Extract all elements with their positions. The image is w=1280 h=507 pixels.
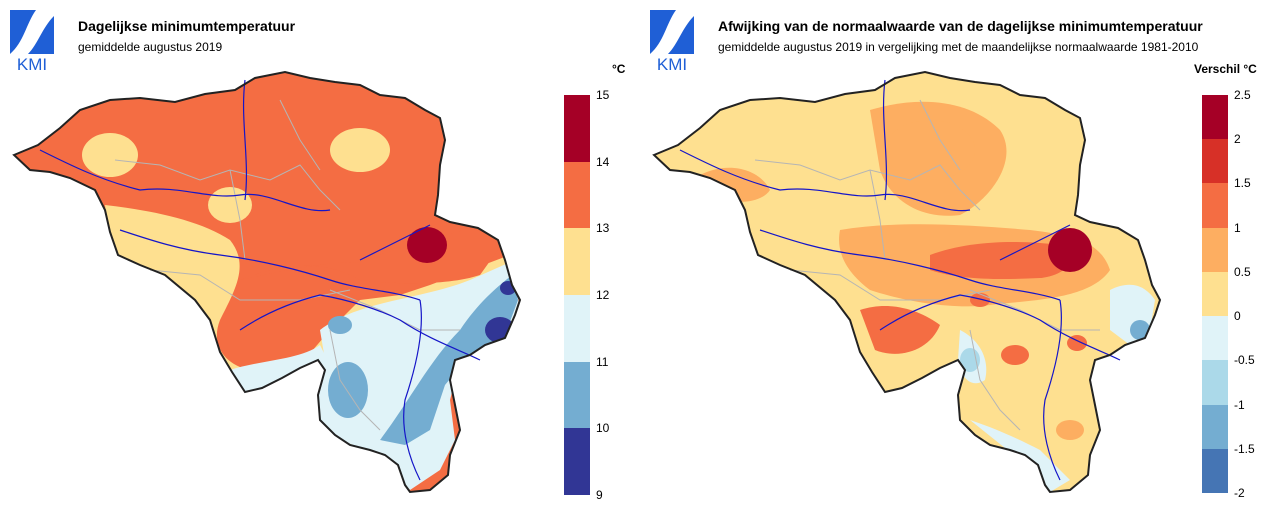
legend-swatch bbox=[564, 295, 590, 363]
map-subtitle: gemiddelde augustus 2019 in vergelijking… bbox=[718, 40, 1199, 54]
kmi-logo-text: KMI bbox=[657, 55, 687, 74]
legend-tick-label: 13 bbox=[596, 221, 610, 236]
map-region-14-15 bbox=[407, 227, 447, 263]
legend-swatch bbox=[1202, 139, 1228, 184]
legend-tick-label: 2 bbox=[1234, 132, 1241, 147]
unit-label: Verschil °C bbox=[1194, 62, 1257, 76]
map-title: Dagelijkse minimumtemperatuur bbox=[78, 18, 296, 34]
map-region-1-1.5 bbox=[860, 305, 940, 354]
legend-tick-label: -2 bbox=[1234, 486, 1245, 500]
map-region-0.5-1 bbox=[885, 120, 975, 180]
legend-swatch bbox=[1202, 227, 1228, 273]
belgium-border bbox=[12, 70, 522, 494]
legend-tick-label: 9 bbox=[596, 488, 603, 502]
legend-tick-label: 14 bbox=[596, 154, 610, 169]
legend-tick-label: -1.5 bbox=[1234, 441, 1255, 456]
legend-swatch bbox=[564, 161, 590, 229]
map-region-1-1.5 bbox=[930, 242, 1071, 280]
kmi-logo: KMI bbox=[650, 10, 694, 74]
rivers bbox=[39, 79, 481, 481]
legend-tick-label: 12 bbox=[596, 288, 610, 302]
map-region-cold bbox=[1130, 320, 1150, 340]
legend-swatch bbox=[1202, 271, 1228, 317]
legend-tick-label: 15 bbox=[596, 88, 610, 102]
map-region-1-1.5 bbox=[1067, 335, 1087, 351]
map-region-12-13 bbox=[330, 128, 390, 172]
legend-swatch bbox=[1202, 95, 1228, 140]
legend-swatch bbox=[1202, 316, 1228, 361]
map-region-0.5-1 bbox=[1056, 420, 1084, 440]
map-region-1-1.5 bbox=[970, 293, 990, 307]
legend-tick-label: 1 bbox=[1234, 220, 1241, 235]
panel-minimum-temperature: KMI Dagelijkse minimumtemperatuur gemidd… bbox=[10, 10, 636, 501]
legend-tick-label: 1.5 bbox=[1234, 176, 1251, 191]
belgium-anomaly-map bbox=[652, 70, 1162, 494]
legend-swatch bbox=[1202, 183, 1228, 229]
unit-label: °C bbox=[612, 62, 626, 76]
map-subtitle: gemiddelde augustus 2019 bbox=[78, 40, 223, 54]
map-region-10-11 bbox=[380, 275, 518, 445]
map-region-10-11 bbox=[328, 316, 352, 334]
map-region-2-2.5 bbox=[1048, 228, 1092, 272]
belgium-temperature-map bbox=[12, 70, 522, 494]
legend-swatch bbox=[1202, 360, 1228, 406]
rivers bbox=[679, 79, 1121, 481]
map-region-12-13 bbox=[82, 133, 138, 177]
legend-swatch bbox=[564, 228, 590, 296]
legend-swatch bbox=[1202, 404, 1228, 450]
legend-tick-label: -1 bbox=[1234, 397, 1245, 412]
legend-tick-label: 11 bbox=[596, 354, 609, 369]
legend-tick-label: -0.5 bbox=[1234, 353, 1255, 368]
legend-swatch bbox=[564, 95, 590, 163]
color-legend: 2.5 2 1.5 1 0.5 0 -0.5 -1 -1.5 -2 bbox=[1202, 89, 1276, 499]
legend-swatch bbox=[1202, 448, 1228, 494]
kmi-logo: KMI bbox=[10, 10, 54, 74]
map-region-10-11 bbox=[328, 362, 368, 418]
panel-temperature-anomaly: KMI Afwijking van de normaalwaarde van d… bbox=[640, 0, 1280, 507]
map-region-1-1.5 bbox=[1001, 345, 1029, 365]
legend-tick-label: 0 bbox=[1234, 309, 1241, 324]
legend-tick-label: 10 bbox=[596, 421, 610, 436]
legend-tick-label: 0.5 bbox=[1234, 264, 1251, 279]
belgium-border bbox=[652, 70, 1162, 494]
map-title: Afwijking van de normaalwaarde van de da… bbox=[718, 18, 1203, 34]
legend-tick-label: 2.5 bbox=[1234, 88, 1251, 102]
kmi-logo-text: KMI bbox=[17, 55, 47, 74]
legend-swatch bbox=[564, 428, 590, 496]
color-legend: 15 14 13 12 11 10 9 bbox=[564, 89, 636, 501]
legend-swatch bbox=[564, 361, 590, 429]
